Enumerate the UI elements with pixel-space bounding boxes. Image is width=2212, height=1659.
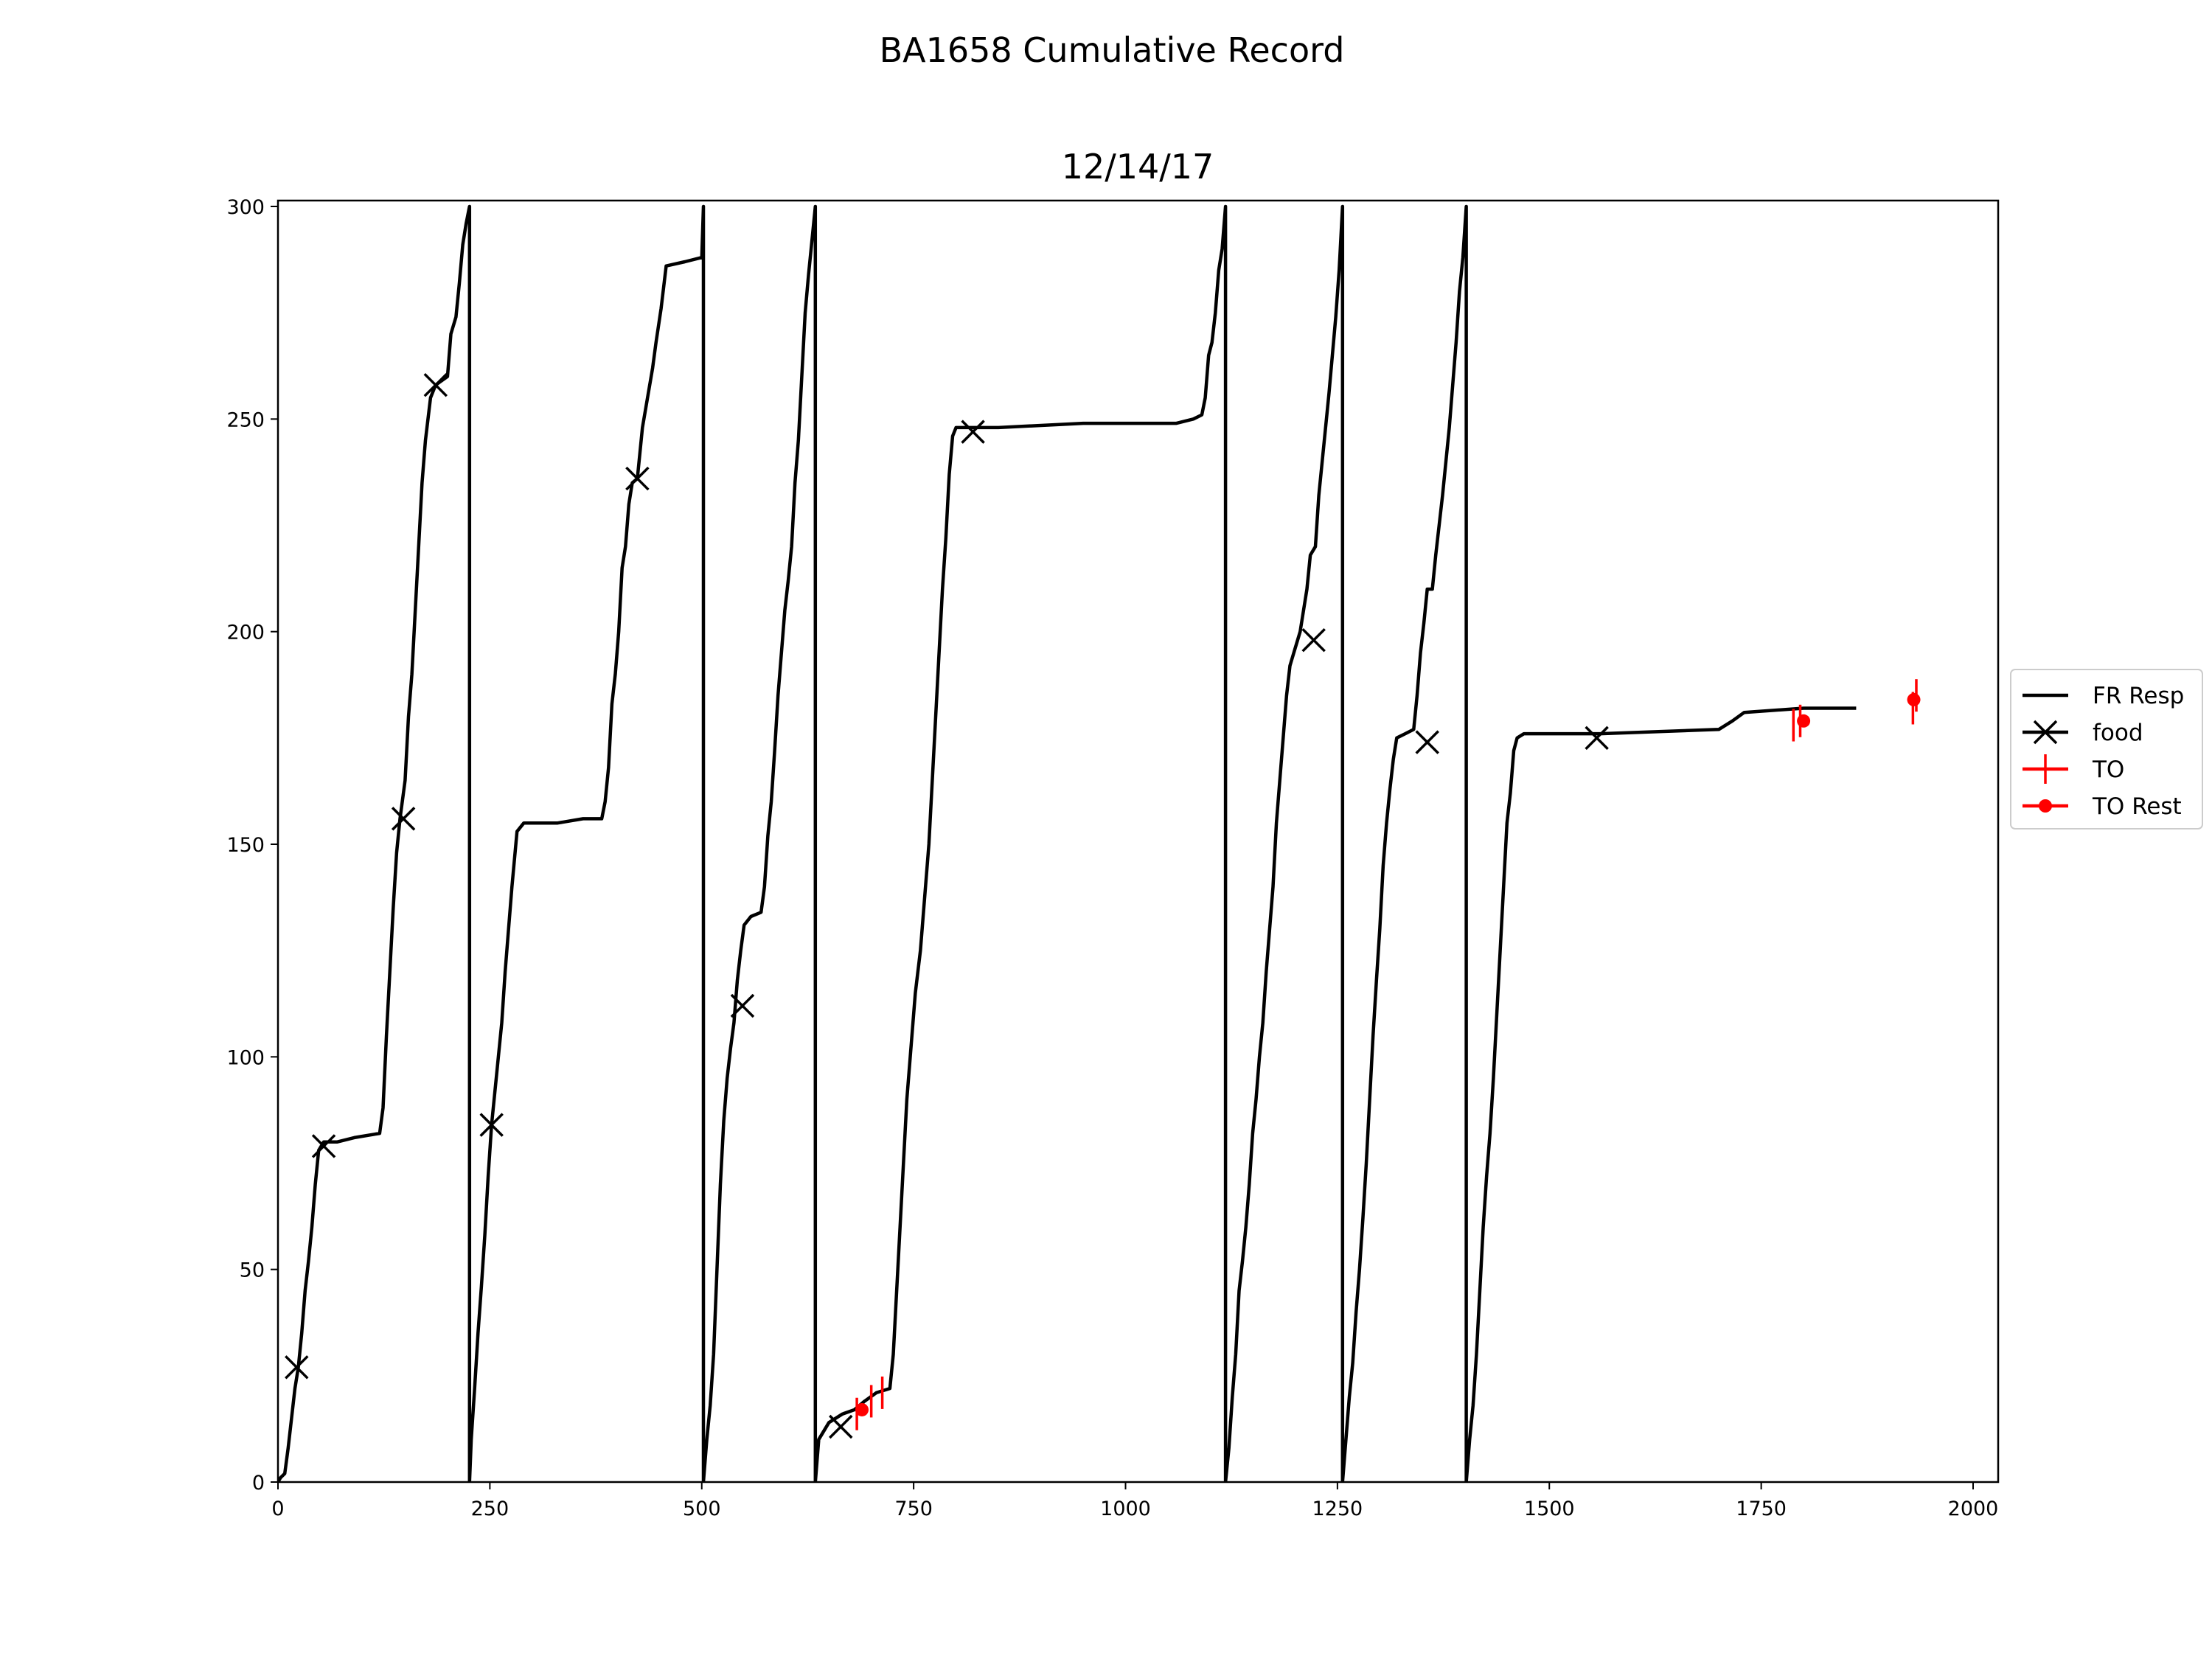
to-rest-marker [1907, 692, 1921, 706]
legend-label: TO [2092, 757, 2124, 783]
y-tick-label: 250 [226, 408, 265, 431]
y-tick-label: 300 [226, 196, 265, 219]
legend-label: food [2093, 720, 2143, 746]
axes-title: 12/14/17 [1062, 147, 1214, 187]
legend-box [2010, 669, 2203, 830]
legend-swatch-dot [2039, 799, 2052, 813]
x-tick-label: 1250 [1312, 1498, 1363, 1520]
legend: FR Resp food TO TO Rest [2010, 669, 2203, 830]
axis-ticks: 0 250 500 750 1000 1250 1500 1750 2000 0 50 100 150 2… [226, 196, 1998, 1520]
food-marker [423, 372, 448, 397]
y-tick-label: 200 [226, 622, 265, 644]
food-marker [479, 1113, 504, 1137]
fr-resp-line [278, 204, 1857, 1482]
y-tick-label: 150 [226, 834, 265, 857]
y-tick-label: 0 [252, 1472, 265, 1495]
x-tick-label: 250 [471, 1498, 509, 1520]
food-marker [1585, 726, 1609, 751]
plot-frame [276, 199, 2000, 1484]
food-marker [285, 1355, 309, 1380]
x-tick-label: 500 [683, 1498, 721, 1520]
legend-label: TO Rest [2092, 793, 2182, 820]
legend-label: FR Resp [2093, 683, 2184, 709]
food-marker [961, 420, 985, 444]
x-tick-label: 0 [271, 1498, 284, 1520]
x-tick-label: 750 [894, 1498, 933, 1520]
x-tick-label: 1750 [1736, 1498, 1787, 1520]
to-rest-marker [855, 1402, 869, 1416]
food-marker [730, 993, 755, 1018]
plot-area [278, 204, 1921, 1482]
food-marker [829, 1414, 853, 1439]
food-marker [1415, 730, 1439, 754]
legend-entry: TO [2023, 754, 2124, 784]
legend-entry: food [2023, 720, 2143, 746]
to-rest-marker [1797, 714, 1811, 728]
x-tick-label: 2000 [1948, 1498, 1999, 1520]
legend-swatch-x [2033, 720, 2058, 745]
food-marker [625, 466, 650, 491]
food-marker [1301, 627, 1326, 653]
y-tick-label: 100 [226, 1046, 265, 1069]
legend-entry: FR Resp [2023, 683, 2184, 709]
legend-entry: TO Rest [2023, 793, 2182, 820]
food-marker [311, 1134, 336, 1158]
x-tick-label: 1500 [1524, 1498, 1575, 1520]
y-tick-label: 50 [240, 1259, 265, 1282]
x-tick-label: 1000 [1100, 1498, 1151, 1520]
figure-suptitle: BA1658 Cumulative Record [880, 30, 1345, 70]
food-marker [391, 807, 416, 831]
